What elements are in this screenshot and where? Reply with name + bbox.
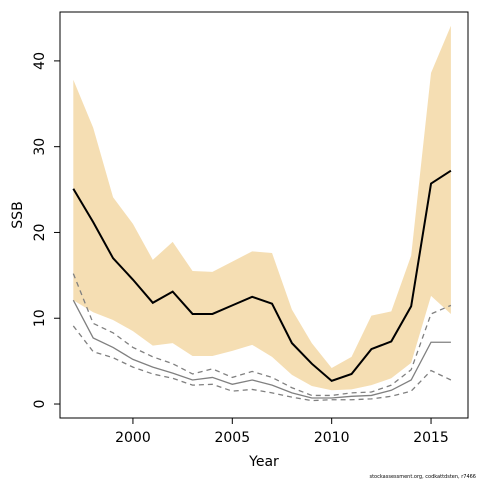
- series-line: [72, 273, 452, 397]
- series-line: [72, 325, 452, 402]
- plot-frame: [59, 11, 469, 419]
- x-tick-label: 2005: [214, 430, 250, 446]
- series-line: [72, 169, 452, 382]
- footnote: stockassessment.org, codkattdsten, r7466: [369, 474, 476, 480]
- y-tick-label: 0: [32, 400, 48, 409]
- series-line: [72, 299, 451, 399]
- x-axis-label: Year: [248, 454, 279, 470]
- y-axis-label: SSB: [10, 201, 26, 228]
- y-tick-label: 10: [32, 309, 48, 327]
- y-tick-label: 20: [32, 224, 48, 242]
- y-tick-label: 30: [32, 138, 48, 156]
- y-tick-label: 40: [32, 52, 48, 70]
- confidence-band: [73, 25, 451, 391]
- x-tick-label: 2010: [314, 430, 350, 446]
- x-tick-label: 2015: [413, 430, 449, 446]
- x-tick-label: 2000: [115, 430, 151, 446]
